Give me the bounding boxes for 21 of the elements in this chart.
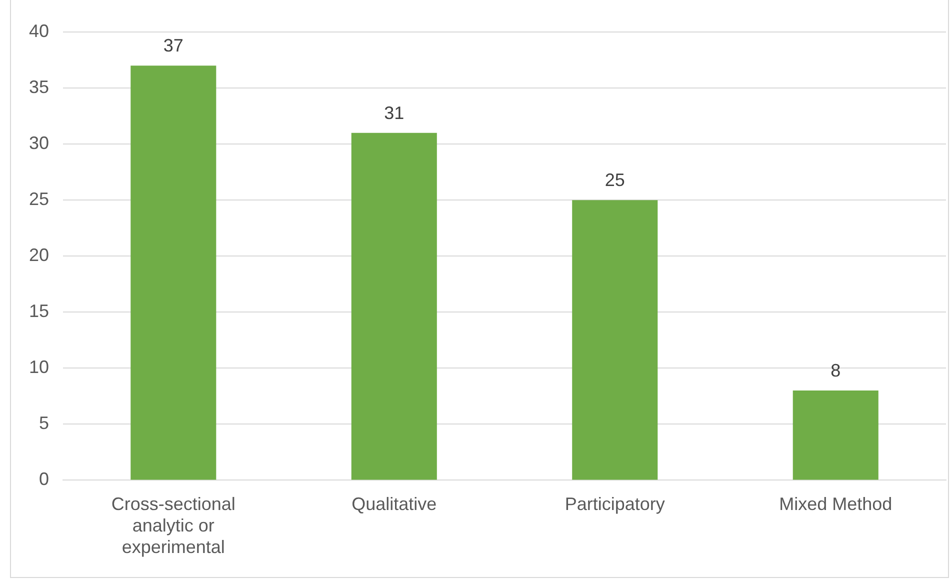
bar	[572, 200, 658, 480]
x-tick-label: Cross-sectional analytic or experimental	[111, 494, 236, 558]
y-tick-label: 15	[28, 301, 50, 322]
data-label: 37	[163, 36, 184, 56]
y-tick-label: 20	[28, 245, 50, 266]
bar	[792, 390, 878, 480]
y-tick-label: 25	[28, 189, 50, 210]
bar	[130, 66, 216, 480]
x-tick-label: Participatory	[564, 494, 665, 514]
y-tick-label: 35	[28, 76, 50, 97]
y-tick-label: 40	[28, 20, 50, 41]
x-tick-label: Qualitative	[352, 494, 437, 514]
y-tick-label: 10	[28, 357, 50, 378]
data-label: 25	[604, 170, 625, 190]
data-label: 8	[830, 360, 841, 381]
data-label: 31	[384, 102, 404, 123]
y-tick-label: 5	[39, 413, 50, 434]
y-tick-label: 30	[28, 133, 50, 154]
bar	[351, 132, 437, 480]
y-tick-label: 0	[39, 469, 50, 490]
x-tick-label: Mixed Method	[779, 494, 892, 514]
